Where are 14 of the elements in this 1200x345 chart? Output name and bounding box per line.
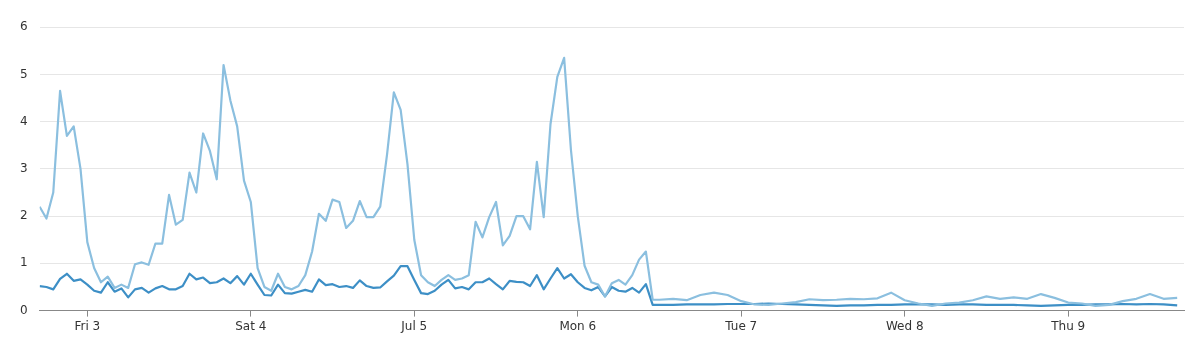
x-tick-label: Fri 3 [74, 318, 101, 333]
x-tick-label: Jul 5 [400, 318, 428, 333]
x-tick-label: Sat 4 [235, 318, 267, 333]
y-tick-label: 4 [19, 113, 28, 128]
y-tick-label: 5 [19, 66, 28, 81]
y-tick-label: 0 [19, 302, 28, 317]
y-tick-label: 3 [19, 161, 28, 176]
y-tick-label: 6 [19, 19, 28, 34]
x-tick-label: Thu 9 [1050, 318, 1086, 333]
x-tick-label: Mon 6 [559, 318, 597, 333]
x-tick-label: Tue 7 [724, 318, 758, 333]
y-tick-label: 2 [19, 208, 28, 223]
x-tick-label: Wed 8 [885, 318, 924, 333]
y-tick-label: 1 [19, 255, 28, 270]
